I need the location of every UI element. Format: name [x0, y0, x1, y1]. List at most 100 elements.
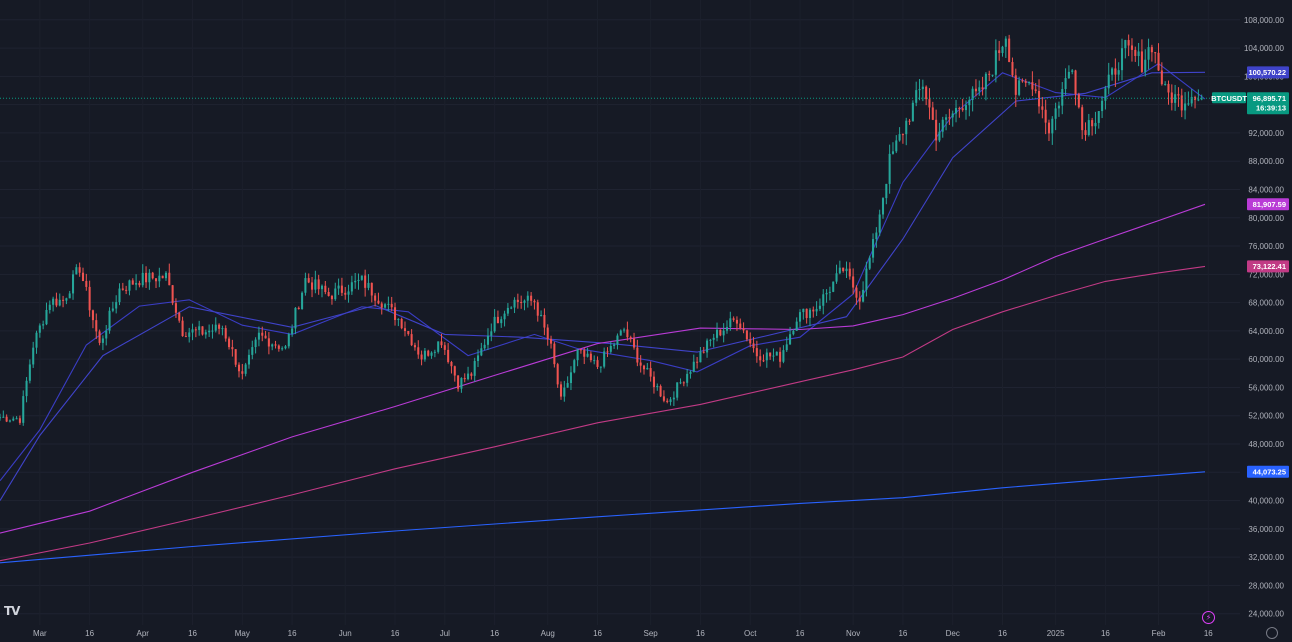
candle-body[interactable] [1154, 52, 1157, 54]
candle-body[interactable] [397, 318, 400, 320]
candle-body[interactable] [271, 344, 274, 347]
candle-body[interactable] [526, 295, 529, 301]
candle-body[interactable] [1018, 80, 1021, 95]
candle-body[interactable] [1130, 45, 1133, 50]
candle-body[interactable] [848, 268, 851, 277]
candle-body[interactable] [500, 319, 503, 324]
candle-body[interactable] [550, 339, 553, 344]
candle-body[interactable] [543, 314, 546, 328]
candle-body[interactable] [0, 417, 2, 419]
candle-body[interactable] [1064, 78, 1067, 90]
candle-body[interactable] [390, 303, 393, 308]
candle-body[interactable] [576, 349, 579, 361]
candle-body[interactable] [1137, 51, 1140, 56]
candle-body[interactable] [413, 345, 416, 348]
candle-body[interactable] [241, 371, 244, 374]
candle-body[interactable] [360, 275, 363, 280]
candle-body[interactable] [556, 364, 559, 385]
candle-body[interactable] [599, 366, 602, 368]
candle-body[interactable] [1081, 107, 1084, 131]
candle-body[interactable] [171, 285, 174, 304]
candle-body[interactable] [151, 272, 154, 279]
candle-body[interactable] [941, 119, 944, 132]
candle-body[interactable] [589, 353, 592, 361]
candle-body[interactable] [984, 73, 987, 90]
candle-body[interactable] [141, 272, 144, 286]
candle-body[interactable] [1071, 70, 1074, 72]
candle-body[interactable] [888, 153, 891, 184]
candle-body[interactable] [35, 332, 38, 348]
candle-body[interactable] [573, 360, 576, 373]
candle-body[interactable] [417, 347, 420, 355]
candle-body[interactable] [729, 318, 732, 328]
candle-body[interactable] [1037, 90, 1041, 107]
candle-body[interactable] [825, 292, 828, 295]
candle-body[interactable] [506, 307, 509, 314]
candle-body[interactable] [2, 416, 5, 418]
candle-body[interactable] [427, 350, 430, 356]
candle-body[interactable] [566, 383, 569, 388]
candle-body[interactable] [234, 349, 237, 365]
candle-body[interactable] [496, 316, 499, 324]
candle-body[interactable] [686, 373, 689, 383]
candle-body[interactable] [440, 341, 443, 346]
candle-body[interactable] [128, 280, 131, 291]
candle-body[interactable] [586, 353, 589, 357]
candle-body[interactable] [961, 108, 964, 111]
candle-body[interactable] [901, 134, 904, 136]
candle-body[interactable] [304, 278, 307, 293]
candle-body[interactable] [725, 327, 729, 331]
candle-body[interactable] [948, 117, 951, 119]
candle-body[interactable] [878, 214, 881, 233]
candle-body[interactable] [1194, 97, 1197, 100]
candle-body[interactable] [925, 86, 928, 100]
candle-body[interactable] [732, 318, 735, 320]
candle-body[interactable] [247, 354, 250, 365]
candle-body[interactable] [676, 382, 679, 398]
candle-body[interactable] [314, 279, 317, 290]
candle-body[interactable] [749, 339, 752, 344]
candle-body[interactable] [881, 198, 885, 215]
candle-body[interactable] [1077, 94, 1080, 108]
candle-body[interactable] [699, 351, 702, 363]
candle-body[interactable] [1001, 46, 1004, 54]
candle-body[interactable] [838, 267, 841, 274]
candle-body[interactable] [1140, 51, 1143, 72]
settings-icon[interactable] [1266, 627, 1278, 639]
candle-body[interactable] [808, 309, 812, 319]
candle-body[interactable] [872, 239, 875, 258]
candle-body[interactable] [779, 351, 782, 362]
candle-body[interactable] [1104, 88, 1107, 101]
candle-body[interactable] [652, 376, 655, 388]
candle-body[interactable] [702, 351, 705, 353]
candle-body[interactable] [194, 329, 197, 331]
candle-body[interactable] [563, 387, 566, 397]
candle-body[interactable] [364, 275, 367, 288]
candle-body[interactable] [1120, 48, 1124, 71]
candle-body[interactable] [437, 341, 440, 352]
candle-body[interactable] [307, 278, 310, 283]
candle-body[interactable] [327, 292, 330, 296]
candle-body[interactable] [569, 372, 572, 384]
candle-body[interactable] [347, 291, 350, 295]
candle-body[interactable] [473, 360, 476, 376]
candle-body[interactable] [470, 373, 473, 376]
candle-body[interactable] [656, 386, 659, 388]
candle-body[interactable] [42, 324, 45, 326]
candle-body[interactable] [467, 373, 470, 380]
candle-body[interactable] [672, 397, 675, 400]
candle-body[interactable] [1174, 94, 1177, 103]
candle-body[interactable] [858, 297, 861, 302]
candle-body[interactable] [1014, 75, 1017, 95]
candle-body[interactable] [354, 280, 357, 283]
candle-body[interactable] [62, 299, 65, 301]
candle-body[interactable] [516, 299, 519, 303]
candle-body[interactable] [875, 232, 878, 240]
candle-body[interactable] [931, 107, 934, 120]
candle-body[interactable] [1011, 61, 1014, 76]
candle-body[interactable] [410, 334, 413, 346]
candle-body[interactable] [785, 344, 788, 351]
candle-body[interactable] [118, 288, 121, 303]
candle-body[interactable] [898, 134, 901, 141]
